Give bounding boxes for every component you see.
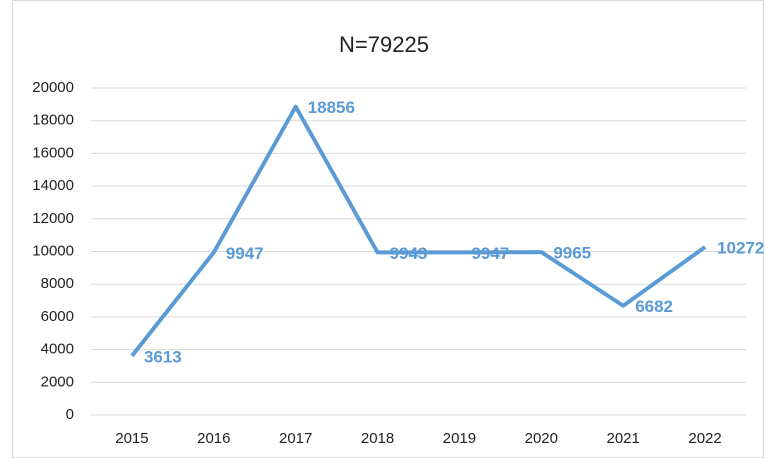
data-label: 6682 [635, 297, 673, 316]
x-tick-label: 2022 [688, 430, 721, 447]
y-tick-label: 14000 [32, 177, 74, 194]
data-label: 10272 [717, 239, 764, 258]
data-label: 9965 [553, 244, 591, 263]
y-tick-label: 0 [66, 406, 74, 423]
y-tick-label: 20000 [32, 79, 74, 96]
x-tick-label: 2018 [361, 430, 394, 447]
x-tick-label: 2017 [279, 430, 312, 447]
y-tick-label: 10000 [32, 242, 74, 259]
y-tick-label: 2000 [41, 373, 74, 390]
chart-title: N=79225 [339, 32, 429, 57]
x-tick-label: 2016 [197, 430, 230, 447]
data-label: 9947 [471, 244, 509, 263]
x-tick-label: 2019 [443, 430, 476, 447]
x-tick-label: 2015 [115, 430, 148, 447]
x-tick-label: 2021 [607, 430, 640, 447]
y-tick-label: 8000 [41, 275, 74, 292]
y-tick-label: 12000 [32, 210, 74, 227]
x-tick-label: 2020 [525, 430, 558, 447]
data-label: 9943 [390, 244, 428, 263]
chart-frame [12, 0, 764, 458]
data-label: 3613 [144, 347, 182, 366]
data-label: 9947 [226, 244, 264, 263]
y-tick-label: 16000 [32, 144, 74, 161]
y-tick-label: 4000 [41, 341, 74, 358]
y-tick-label: 6000 [41, 308, 74, 325]
data-label: 18856 [308, 98, 355, 117]
data-line [130, 104, 707, 358]
y-tick-label: 18000 [32, 112, 74, 129]
